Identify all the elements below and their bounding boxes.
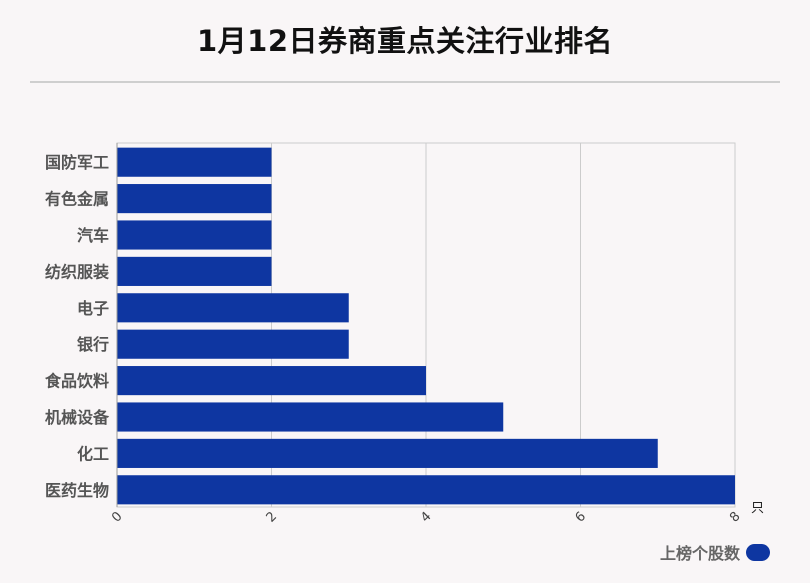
x-unit-label: 只 <box>751 501 764 516</box>
category-label: 医药生物 <box>45 481 109 500</box>
chart-title: 1月12日券商重点关注行业排名 <box>196 24 614 58</box>
bar <box>117 293 349 323</box>
bar <box>117 147 272 177</box>
bar <box>117 329 349 359</box>
bar <box>117 475 735 505</box>
x-tick-label: 8 <box>727 509 743 525</box>
category-label: 化工 <box>77 444 109 463</box>
category-label: 电子 <box>77 299 109 318</box>
x-tick-label: 6 <box>573 509 589 525</box>
category-label: 国防军工 <box>45 153 109 172</box>
category-label: 食品饮料 <box>44 372 109 391</box>
bar <box>117 220 272 250</box>
legend-swatch <box>746 543 770 561</box>
x-tick-label: 4 <box>418 509 434 525</box>
category-label: 银行 <box>77 335 109 354</box>
bar <box>117 184 272 214</box>
bar <box>117 402 504 432</box>
legend-label: 上榜个股数 <box>659 544 740 563</box>
category-label: 纺织服装 <box>45 262 109 281</box>
x-tick-label: 2 <box>264 509 280 525</box>
category-label: 机械设备 <box>45 408 110 427</box>
bar <box>117 256 272 286</box>
category-label: 汽车 <box>77 226 109 245</box>
x-tick-label: 0 <box>109 509 125 525</box>
category-label: 有色金属 <box>45 190 109 209</box>
legend[interactable]: 上榜个股数 <box>660 540 770 564</box>
bar <box>117 366 426 396</box>
title-divider <box>30 81 780 83</box>
bar <box>117 438 658 468</box>
